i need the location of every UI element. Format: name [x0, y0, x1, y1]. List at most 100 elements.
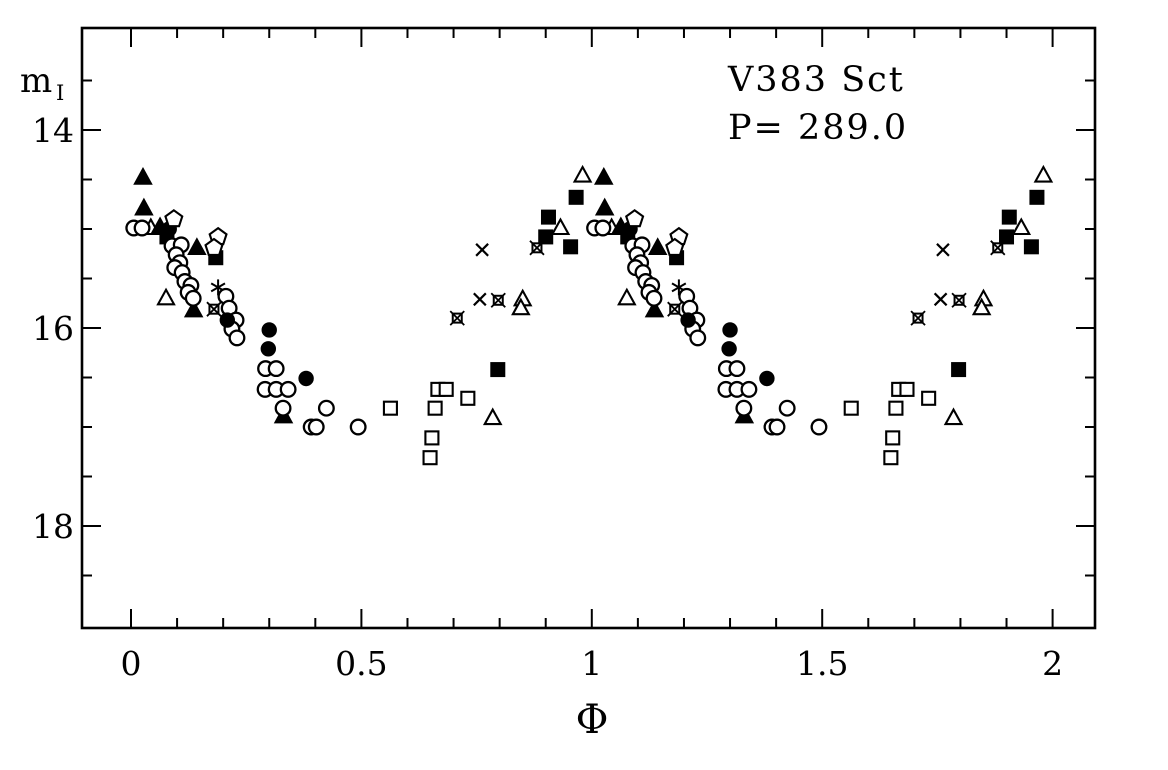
data-point-square-open	[899, 381, 915, 397]
data-point-circle-open	[317, 399, 335, 417]
data-point-square-filled	[540, 209, 556, 225]
data-point-triangle-open	[971, 297, 992, 316]
data-point-square-open	[424, 430, 440, 446]
data-point-circle-filled	[219, 312, 236, 328]
data-point-triangle-filled	[647, 237, 668, 256]
data-point-square-open	[888, 400, 904, 416]
y-tick-label: 14	[32, 111, 74, 150]
x-tick-labels: 0 0.5 1 1.5 2	[121, 644, 1064, 683]
data-point-circle-open	[645, 289, 663, 307]
data-point-pentagon-open	[204, 237, 224, 256]
data-point-square-filled	[538, 229, 554, 245]
data-point-circle-filled	[680, 312, 696, 328]
data-point-square-filled	[951, 362, 967, 378]
data-point-triangle-open	[943, 407, 964, 426]
data-point-triangle-open	[550, 217, 571, 236]
data-point-triangle-open	[617, 287, 637, 306]
y-tick-label: 18	[32, 507, 74, 546]
data-point-square-cross	[951, 292, 967, 308]
data-point-square-cross	[449, 310, 465, 326]
data-point-triangle-open	[156, 287, 176, 306]
data-point-pentagon-open	[625, 209, 645, 228]
data-point-circle-open	[689, 329, 707, 347]
data-point-circle-open	[349, 418, 367, 436]
data-point-square-open	[885, 430, 901, 446]
data-point-circle-open	[274, 399, 292, 417]
data-point-square-filled	[563, 239, 579, 255]
data-point-cross	[933, 292, 948, 307]
axis-ticks	[82, 28, 1095, 628]
data-point-square-open	[382, 400, 398, 416]
data-point-triangle-filled	[134, 197, 154, 216]
data-point-square-cross	[490, 292, 506, 308]
data-point-triangle-open	[511, 297, 531, 316]
data-point-circle-open	[740, 380, 758, 398]
data-points	[125, 164, 1054, 466]
data-point-circle-filled	[298, 370, 314, 387]
star-name-label: V383 Sct	[727, 60, 905, 100]
data-point-triangle-filled	[183, 299, 204, 318]
data-point-square-open	[438, 381, 454, 397]
x-tick-label: 0	[121, 644, 142, 683]
data-point-square-open	[883, 450, 899, 466]
data-point-square-filled	[490, 362, 506, 378]
data-point-square-filled	[1023, 239, 1039, 255]
x-axis-title: Φ	[576, 697, 609, 743]
data-point-pentagon-open	[164, 209, 184, 228]
data-point-circle-open	[267, 360, 285, 378]
data-point-circle-open	[307, 418, 325, 436]
data-point-circle-open	[184, 289, 202, 307]
data-point-circle-filled	[261, 322, 277, 338]
x-tick-label: 0.5	[335, 644, 387, 683]
x-tick-label: 1.5	[796, 644, 848, 683]
data-point-cross	[936, 243, 950, 257]
period-label: P= 289.0	[728, 108, 908, 148]
data-point-square-cross	[910, 310, 926, 326]
data-point-square-filled	[568, 189, 584, 205]
data-point-square-open	[921, 390, 937, 406]
data-point-square-filled	[1029, 189, 1045, 205]
data-point-triangle-filled	[594, 197, 615, 216]
data-point-square-open	[427, 400, 443, 416]
data-point-square-open	[843, 400, 859, 416]
data-point-cross	[473, 292, 487, 307]
data-point-triangle-open	[1033, 164, 1054, 183]
y-axis-title-subscript: I	[56, 81, 64, 105]
data-point-square-open	[460, 390, 476, 406]
data-point-circle-open	[735, 399, 753, 417]
data-point-cross	[475, 243, 489, 257]
y-axis-title: m	[20, 61, 52, 101]
data-point-circle-filled	[260, 341, 277, 357]
data-point-triangle-open	[572, 164, 593, 183]
data-point-circle-open	[594, 219, 612, 237]
data-point-circle-open	[768, 418, 786, 436]
data-point-triangle-filled	[644, 299, 665, 318]
data-point-circle-open	[133, 219, 151, 237]
data-point-circle-open	[279, 380, 297, 398]
data-point-circle-open	[228, 329, 246, 347]
y-tick-label: 16	[32, 309, 74, 348]
data-point-circle-filled	[721, 341, 737, 357]
data-point-circle-filled	[722, 322, 738, 338]
data-point-triangle-filled	[133, 166, 153, 185]
y-tick-labels: 14 16 18	[32, 111, 74, 546]
data-point-square-filled	[999, 229, 1015, 245]
data-point-square-open	[422, 450, 438, 466]
data-point-circle-open	[778, 399, 796, 417]
data-point-circle-open	[728, 360, 746, 378]
data-point-square-cross	[206, 301, 222, 317]
data-point-circle-filled	[759, 370, 775, 387]
data-point-pentagon-open	[665, 237, 685, 256]
x-tick-label: 2	[1042, 644, 1063, 683]
data-point-square-filled	[1001, 209, 1017, 225]
data-point-square-cross	[667, 301, 683, 317]
data-point-circle-open	[810, 418, 828, 436]
data-point-triangle-open	[1011, 217, 1032, 236]
data-point-triangle-filled	[187, 237, 207, 256]
x-tick-label: 1	[581, 644, 602, 683]
data-point-triangle-filled	[594, 166, 614, 185]
data-point-triangle-open	[482, 407, 503, 426]
